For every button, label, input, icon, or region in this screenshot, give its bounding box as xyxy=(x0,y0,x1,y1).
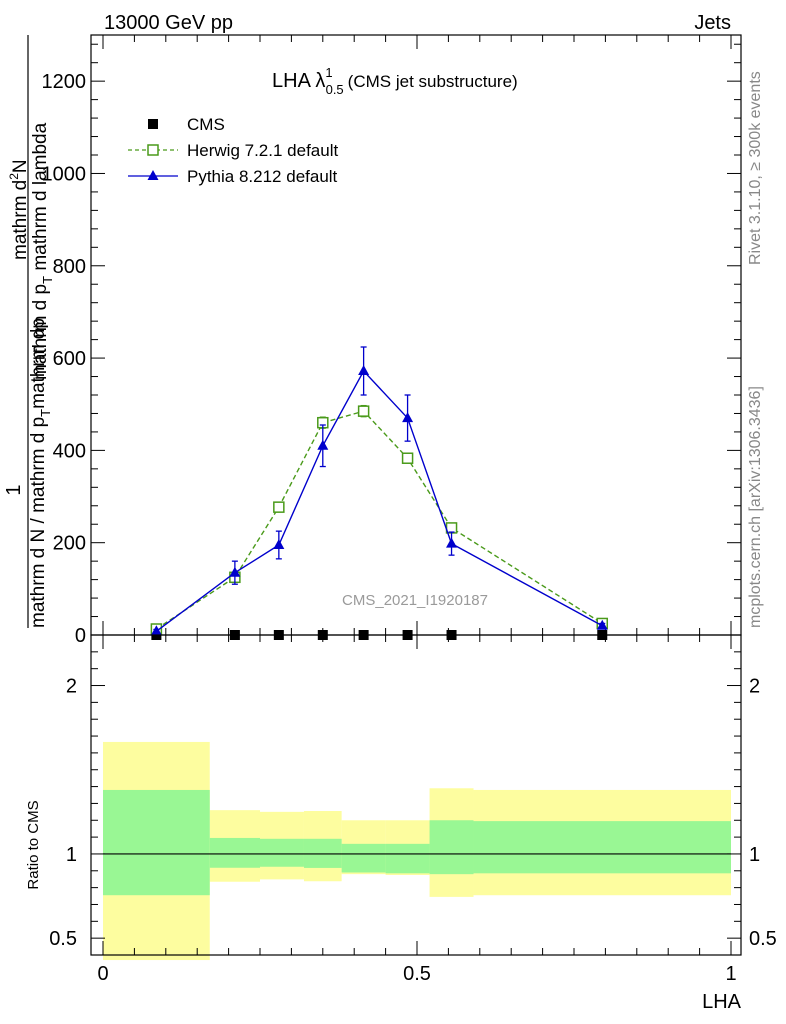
ratio-y-tick-label: 0.5 xyxy=(49,928,77,950)
green-uncertainty-band xyxy=(103,789,210,896)
ylabel-denominator-sub: T xyxy=(38,409,53,417)
herwig-point xyxy=(401,452,414,464)
rivet-version-label: Rivet 3.1.10, ≥ 300k events xyxy=(747,71,764,265)
legend: CMS Herwig 7.2.1 default Pythia 8.212 de… xyxy=(128,115,338,186)
mcplots-label: mcplots.cern.ch [arXiv:1306.3436] xyxy=(747,386,764,628)
ratio-y-tick-label-right: 2 xyxy=(749,676,760,698)
green-uncertainty-band xyxy=(260,838,304,867)
pythia-point xyxy=(596,619,608,630)
ylabel-top-denom-tail: mathrm d lambda xyxy=(30,122,51,276)
herwig-point xyxy=(445,522,458,534)
series-line-2 xyxy=(155,369,603,632)
ratio-frame xyxy=(90,634,742,956)
herwig-point xyxy=(357,405,370,417)
title-main: LHA λ xyxy=(272,70,325,92)
pythia-point xyxy=(273,539,285,549)
ratio-panel: 0.5 0.5 1 1 2 2 0 0.5 1 xyxy=(49,634,777,985)
green-uncertainty-band xyxy=(429,820,474,875)
ylabel-mid-dn: mathrm d xyxy=(28,329,49,409)
ylabel-top-numer-sup: 2 xyxy=(7,173,21,180)
pythia-point xyxy=(229,566,241,577)
y-tick-label: 200 xyxy=(53,533,86,555)
svg-text:mathrm d N / mathrm d pTmathrm: mathrm d N / mathrm d pTmathrm dp xyxy=(28,318,53,628)
pythia-point xyxy=(402,412,414,423)
svg-text:1: 1 xyxy=(3,484,25,495)
main-y-axis-label: 1 mathrm d N / mathrm d pTmathrm dp math… xyxy=(3,35,55,628)
ratio-y-tick-label: 2 xyxy=(66,676,77,698)
legend-pythia-label: Pythia 8.212 default xyxy=(187,167,338,186)
ratio-y-tick-label-right: 1 xyxy=(749,844,760,866)
pythia-point xyxy=(358,365,370,375)
svg-text:LHA λ10.5(CMS jet substructure: LHA λ1 0.5 (CMS jet substructure) xyxy=(272,65,518,97)
y-tick-label: 1000 xyxy=(42,163,87,185)
series-line-1 xyxy=(155,410,603,630)
ylabel-top-numer: mathrm d xyxy=(10,180,31,260)
pythia-point xyxy=(446,537,458,548)
header-energy-label: 13000 GeV pp xyxy=(104,12,233,34)
ratio-y-tick-label: 1 xyxy=(66,844,77,866)
y-tick-label: 600 xyxy=(53,348,86,370)
header-jets-label: Jets xyxy=(694,12,731,34)
analysis-watermark: CMS_2021_I1920187 xyxy=(342,592,488,609)
ylabel-top-numer-tail: N xyxy=(10,159,31,173)
green-uncertainty-band xyxy=(209,837,260,868)
green-uncertainty-band xyxy=(385,843,430,874)
pythia-point xyxy=(150,625,162,636)
legend-pythia-marker xyxy=(147,170,159,180)
y-tick-label: 800 xyxy=(53,256,86,278)
herwig-point xyxy=(273,501,285,513)
svg-text:mathrm d2N: mathrm d2N xyxy=(7,159,31,260)
pythia-point xyxy=(317,439,329,450)
title-sub: 0.5 xyxy=(326,82,344,97)
ylabel-top-denom-sub: T xyxy=(40,276,55,284)
y-tick-label: 1200 xyxy=(42,71,87,93)
legend-cms-label: CMS xyxy=(187,115,225,134)
title-tail: (CMS jet substructure) xyxy=(348,72,518,91)
y-tick-label: 0 xyxy=(75,625,86,647)
ratio-y-axis-label: Ratio to CMS xyxy=(25,800,42,889)
svg-text:mathrm d pT mathrm d lambda: mathrm d pT mathrm d lambda xyxy=(30,122,55,380)
x-axis-label: LHA xyxy=(702,991,742,1013)
legend-cms-marker xyxy=(148,119,158,129)
y-tick-label: 400 xyxy=(53,440,86,462)
title-sup: 1 xyxy=(325,65,332,80)
ylabel-numerator: 1 xyxy=(3,484,25,495)
ylabel-denominator: mathrm d N / mathrm d p xyxy=(28,417,49,628)
x-tick-label: 1 xyxy=(725,963,736,985)
ratio-y-tick-label-right: 0.5 xyxy=(749,928,777,950)
green-uncertainty-band xyxy=(473,821,731,874)
green-uncertainty-band xyxy=(341,843,386,873)
plot-title: LHA λ1 0.5 (CMS jet substructure) xyxy=(272,65,518,97)
ylabel-top-denom: mathrm d p xyxy=(30,284,51,380)
x-tick-label: 0 xyxy=(97,963,108,985)
x-tick-label: 0.5 xyxy=(403,963,431,985)
legend-herwig-label: Herwig 7.2.1 default xyxy=(187,141,338,160)
main-panel: 0 200 400 600 800 1000 1200 xyxy=(42,34,742,647)
ylabel-mid-p: p xyxy=(28,318,49,329)
legend-herwig-marker xyxy=(147,144,159,156)
